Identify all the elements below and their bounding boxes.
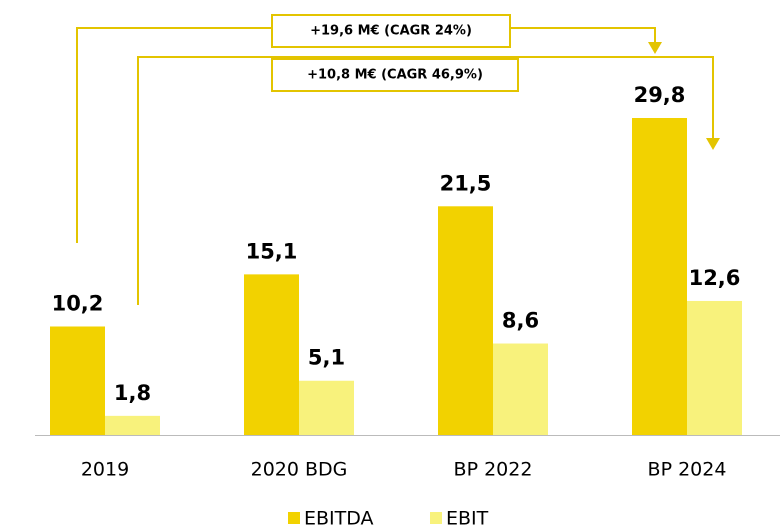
x-tick-label: 2020 BDG (251, 459, 348, 481)
arrow-line (137, 56, 714, 305)
legend-swatch (288, 512, 300, 524)
value-label: 21,5 (440, 171, 492, 195)
annotation-box (271, 58, 519, 92)
bar (438, 206, 493, 435)
bar (687, 300, 742, 435)
legend-label: EBIT (446, 508, 489, 529)
annotation: +19,6 M€ (CAGR 24%) (310, 24, 472, 39)
value-label: 12,6 (689, 266, 741, 290)
value-label: 5,1 (308, 346, 345, 370)
x-tick-label: BP 2022 (454, 459, 533, 481)
legend-label: EBITDA (304, 508, 374, 529)
bar (632, 118, 687, 435)
annotation: +10,8 M€ (CAGR 46,9%) (307, 68, 483, 83)
x-tick-label: 2019 (81, 459, 129, 481)
x-tick-label: BP 2024 (648, 459, 727, 481)
value-label: 15,1 (246, 239, 298, 263)
bar (105, 415, 160, 435)
annotation-box (271, 14, 511, 48)
bar (493, 343, 548, 435)
bar (244, 274, 299, 435)
value-label: 1,8 (114, 381, 151, 405)
value-label: 29,8 (634, 83, 686, 107)
annotation-arrows (76, 14, 720, 305)
legend-swatch (430, 512, 442, 524)
arrow-head (648, 42, 662, 54)
value-label: 8,6 (502, 309, 539, 333)
bar (50, 326, 105, 435)
value-label: 10,2 (52, 291, 104, 315)
arrow-head (706, 138, 720, 150)
bar (299, 380, 354, 435)
